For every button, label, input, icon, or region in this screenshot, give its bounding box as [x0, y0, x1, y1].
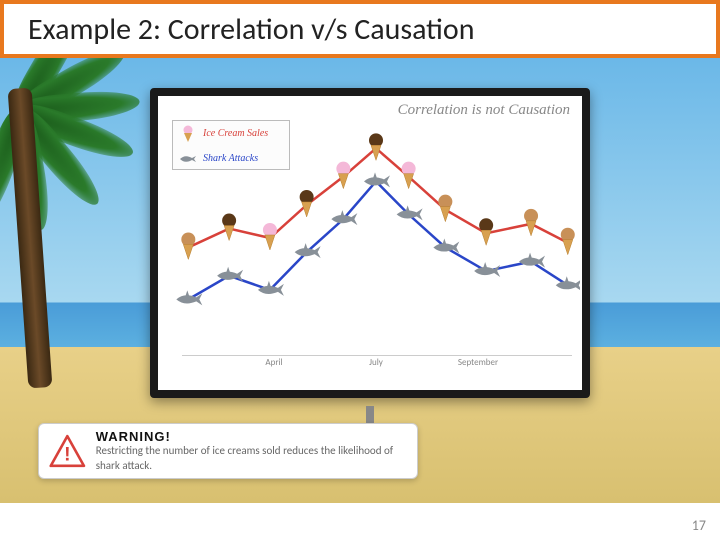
series-line [188, 181, 567, 299]
ice-cream-cone-marker [300, 190, 314, 217]
x-axis-label: September [458, 357, 498, 368]
chart-area: April July September [172, 120, 580, 370]
chart-title: Correlation is not Causation [398, 102, 570, 119]
shark-marker [474, 262, 500, 277]
x-axis-label: July [369, 357, 383, 368]
chart-svg [172, 120, 580, 370]
warning-box: ! WARNING! Restricting the number of ice… [38, 423, 418, 479]
series-line [188, 148, 567, 247]
page-number: 17 [692, 517, 706, 534]
shark-marker [331, 210, 357, 225]
warning-text-block: WARNING! Restricting the number of ice c… [96, 429, 407, 473]
beach-scene: Correlation is not Causation Ice Cream S… [0, 58, 720, 503]
x-axis-line [182, 355, 572, 356]
warning-body: Restricting the number of ice creams sol… [96, 444, 407, 473]
warning-icon: ! [49, 432, 86, 470]
slide-title: Example 2: Correlation v/s Causation [28, 11, 474, 48]
warning-heading: WARNING! [96, 429, 407, 444]
shark-marker [519, 253, 545, 268]
ice-cream-cone-marker [438, 195, 452, 222]
projector-screen: Correlation is not Causation Ice Cream S… [150, 88, 590, 398]
ice-cream-cone-marker [369, 133, 383, 160]
ice-cream-cone-marker [222, 214, 236, 241]
shark-marker [364, 172, 390, 187]
shark-marker [258, 281, 284, 296]
svg-text:!: ! [64, 445, 70, 466]
shark-marker [295, 243, 321, 258]
ice-cream-cone-marker [336, 162, 350, 189]
x-axis-label: April [265, 357, 282, 368]
slide: Example 2: Correlation v/s Causation Cor… [0, 0, 720, 540]
title-bar: Example 2: Correlation v/s Causation [0, 0, 720, 58]
ice-cream-cone-marker [524, 209, 538, 236]
ice-cream-cone-marker [402, 162, 416, 189]
